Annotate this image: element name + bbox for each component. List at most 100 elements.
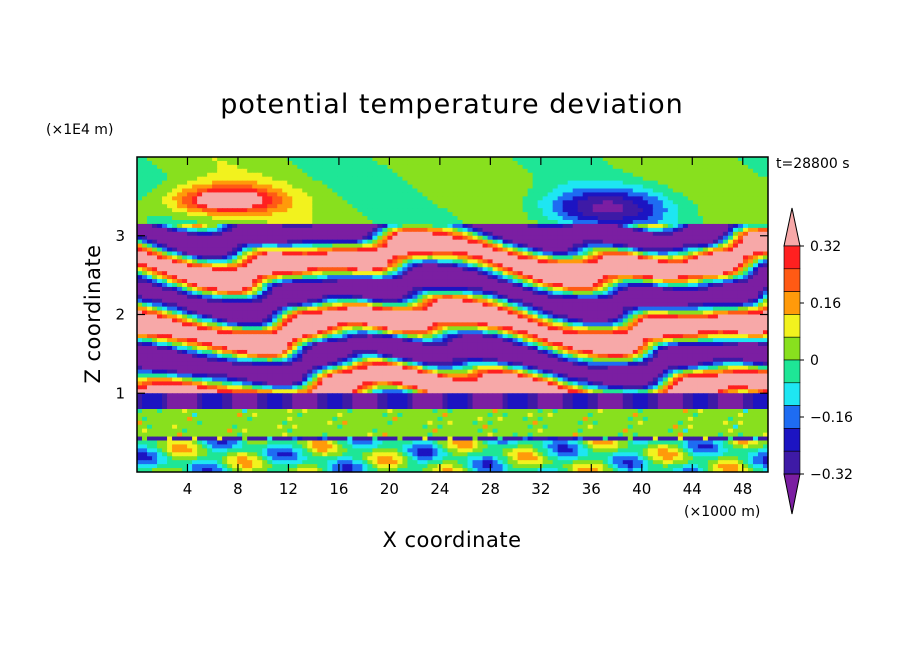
field-cell xyxy=(672,290,679,296)
field-cell xyxy=(652,184,659,190)
field-cell xyxy=(497,188,504,194)
field-cell xyxy=(762,259,768,264)
field-cell xyxy=(532,208,539,213)
field-cell xyxy=(387,286,394,292)
field-cell xyxy=(397,259,404,264)
field-cell xyxy=(647,306,654,312)
field-cell xyxy=(427,263,434,268)
field-cell xyxy=(487,290,494,296)
field-cell xyxy=(407,223,414,229)
field-cell xyxy=(447,243,454,249)
field-cell xyxy=(202,208,208,213)
field-cell xyxy=(162,188,168,194)
field-cell xyxy=(622,192,629,197)
field-cell xyxy=(742,223,749,229)
field-cell xyxy=(587,204,594,209)
field-cell xyxy=(532,271,539,276)
field-cell xyxy=(682,176,689,182)
field-cell xyxy=(737,286,744,292)
field-cell xyxy=(747,196,754,201)
field-cell xyxy=(567,306,574,312)
field-cell xyxy=(222,216,228,221)
field-cell xyxy=(442,168,449,174)
field-cell xyxy=(147,279,153,284)
field-cell xyxy=(687,251,694,257)
field-cell xyxy=(697,180,704,186)
field-cell xyxy=(302,290,308,296)
field-cell xyxy=(137,216,143,221)
field-cell xyxy=(507,251,514,257)
field-cell xyxy=(532,180,539,186)
field-cell xyxy=(492,302,499,308)
field-cell xyxy=(267,251,273,257)
field-cell xyxy=(162,220,168,225)
field-cell xyxy=(252,223,258,229)
field-cell xyxy=(677,231,684,237)
field-cell xyxy=(417,176,424,182)
field-cell xyxy=(602,259,609,264)
field-cell xyxy=(367,188,373,194)
field-cell xyxy=(152,263,158,268)
field-cell xyxy=(242,283,248,288)
field-cell xyxy=(677,212,684,217)
field-cell xyxy=(227,200,233,205)
field-cell xyxy=(662,275,669,280)
field-cell xyxy=(747,286,754,292)
field-cell xyxy=(617,294,624,300)
field-cell xyxy=(382,247,388,253)
field-cell xyxy=(247,208,253,213)
field-cell xyxy=(372,302,378,308)
field-cell xyxy=(642,157,649,162)
field-cell xyxy=(287,164,293,170)
field-cell xyxy=(677,263,684,268)
field-cell xyxy=(412,255,419,260)
field-cell xyxy=(672,247,679,253)
field-cell xyxy=(192,157,198,162)
field-cell xyxy=(187,263,193,268)
field-cell xyxy=(372,259,378,264)
field-cell xyxy=(147,294,153,300)
field-cell xyxy=(722,255,729,260)
field-cell xyxy=(612,255,619,260)
field-cell xyxy=(267,184,273,190)
field-cell xyxy=(512,271,519,276)
field-cell xyxy=(392,263,399,268)
field-cell xyxy=(172,255,178,260)
field-cell xyxy=(712,298,719,304)
field-cell xyxy=(587,223,594,229)
field-cell xyxy=(507,286,514,292)
field-cell xyxy=(527,223,534,229)
field-cell xyxy=(752,160,759,166)
field-cell xyxy=(527,306,534,312)
field-cell xyxy=(742,251,749,257)
field-cell xyxy=(642,216,649,221)
field-cell xyxy=(352,176,358,182)
field-cell xyxy=(147,172,153,178)
field-cell xyxy=(732,255,739,260)
field-cell xyxy=(587,267,594,272)
field-cell xyxy=(442,184,449,190)
field-cell xyxy=(637,176,644,182)
field-cell xyxy=(732,192,739,197)
field-cell xyxy=(482,231,489,237)
field-cell xyxy=(192,220,198,225)
field-cell xyxy=(637,259,644,264)
field-cell xyxy=(737,180,744,186)
field-cell xyxy=(602,223,609,229)
field-cell xyxy=(187,176,193,182)
field-cell xyxy=(332,298,338,304)
field-cell xyxy=(512,157,519,162)
field-cell xyxy=(292,212,298,217)
field-cell xyxy=(602,306,609,312)
field-cell xyxy=(437,267,444,272)
field-cell xyxy=(512,267,519,272)
field-cell xyxy=(647,286,654,292)
field-cell xyxy=(287,239,293,245)
field-cell xyxy=(382,200,388,205)
field-cell xyxy=(722,208,729,213)
field-cell xyxy=(497,251,504,257)
field-cell xyxy=(752,192,759,197)
field-cell xyxy=(562,157,569,162)
field-cell xyxy=(542,176,549,182)
field-cell xyxy=(617,259,624,264)
